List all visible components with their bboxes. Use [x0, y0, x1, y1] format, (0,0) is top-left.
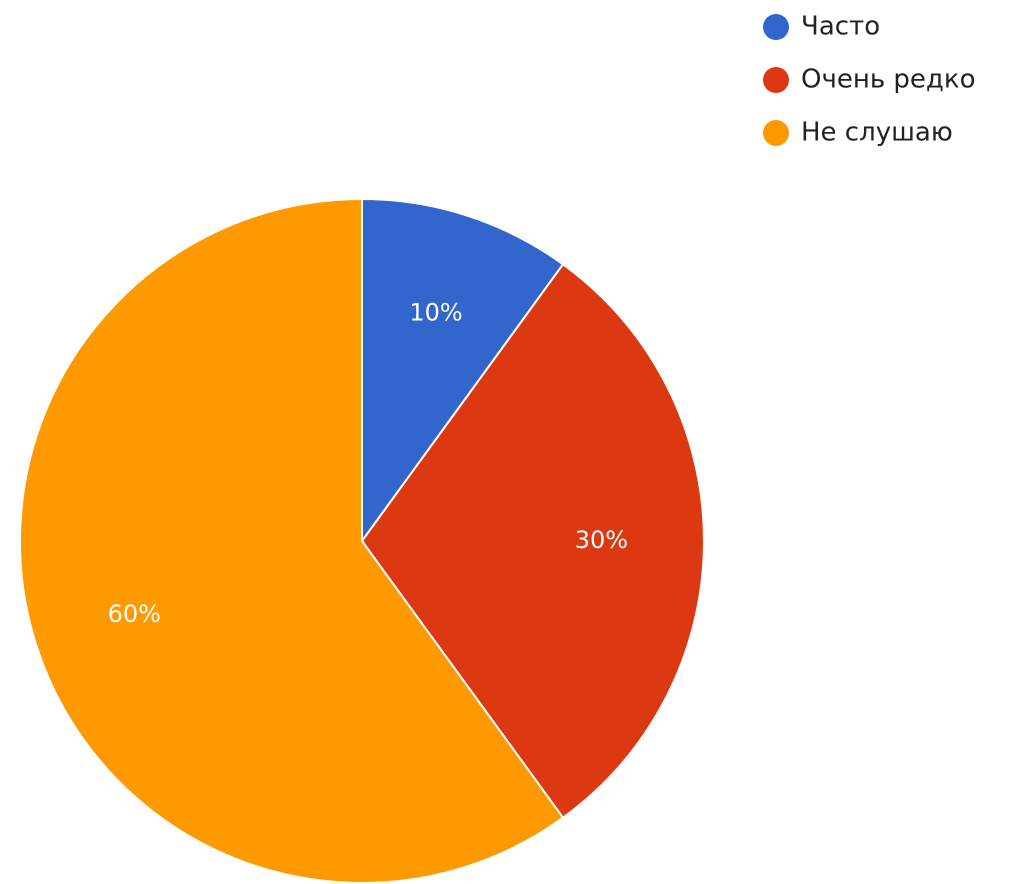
- legend-marker-3: [763, 120, 789, 146]
- legend-label-1: Часто: [801, 12, 880, 42]
- legend-item-3: Не слушаю: [763, 118, 953, 148]
- legend-marker-1: [763, 14, 789, 40]
- slice-labels: 10% 30% 60%: [108, 298, 628, 628]
- slice-label-2: 30%: [575, 526, 628, 554]
- legend-label-2: Очень редко: [801, 65, 976, 95]
- pie-slices: [18, 197, 705, 884]
- slice-label-1: 10%: [409, 298, 462, 326]
- pie-slice-3: [18, 197, 565, 884]
- legend-marker-2: [763, 67, 789, 93]
- legend: Часто Очень редко Не слушаю: [763, 12, 976, 148]
- legend-item-2: Очень редко: [763, 65, 976, 95]
- pie-slice-1: [361, 197, 565, 545]
- pie-slice-2: [360, 262, 705, 820]
- legend-item-1: Часто: [763, 12, 880, 42]
- slice-label-3: 60%: [108, 600, 161, 628]
- legend-label-3: Не слушаю: [801, 118, 953, 148]
